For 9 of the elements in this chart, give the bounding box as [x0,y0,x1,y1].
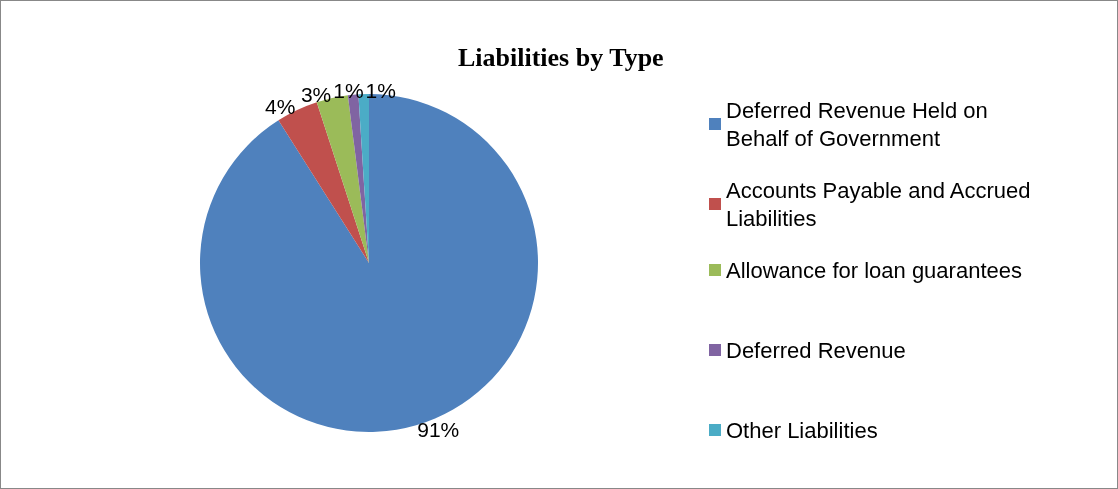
legend-label: Other Liabilities [726,417,878,443]
legend-label: Allowance for loan guarantees [726,257,1022,283]
chart-title: Liabilities by Type [458,42,664,72]
legend-label: Deferred Revenue Held on Behalf of Government [726,97,994,151]
data-label: 4% [264,94,296,118]
data-label: 3% [300,82,332,106]
data-label: 91% [417,417,460,441]
legend-label: Deferred Revenue [726,337,906,363]
legend-label: Accounts Payable and Accrued Liabilities [726,177,1037,231]
